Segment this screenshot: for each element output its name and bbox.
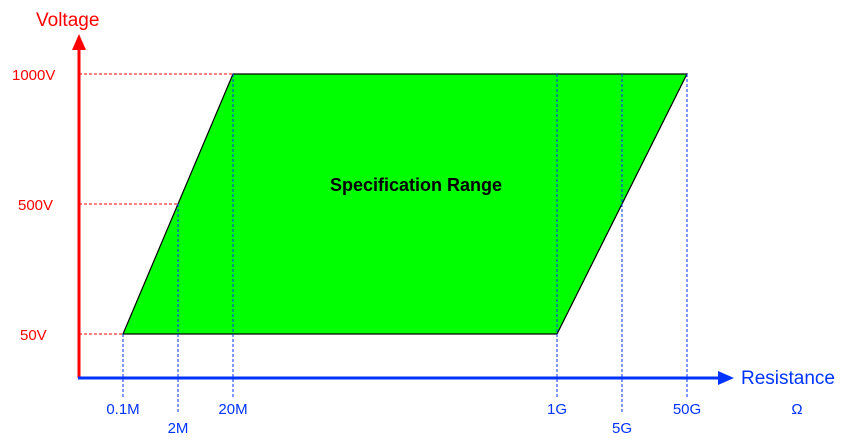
resistance-label-2m: 2M [168,420,189,437]
resistance-label-5g: 5G [612,420,632,437]
voltage-label-1000v: 1000V [12,67,55,84]
voltage-label-50v: 50V [20,327,47,344]
specification-range-region [122,73,688,335]
specification-range-label: Specification Range [330,175,502,195]
y-axis-arrow-icon [72,34,86,50]
resistance-unit-label: Ω [791,401,802,418]
voltage-label-500v: 500V [18,197,53,214]
x-axis-arrow-icon [718,371,734,385]
resistance-label-1g: 1G [547,401,567,418]
resistance-label-20m: 20M [218,401,247,418]
y-axis-title: Voltage [36,10,99,31]
resistance-label-0-1m: 0.1M [106,401,139,418]
x-axis-title: Resistance [741,368,835,389]
resistance-label-50g: 50G [673,401,701,418]
